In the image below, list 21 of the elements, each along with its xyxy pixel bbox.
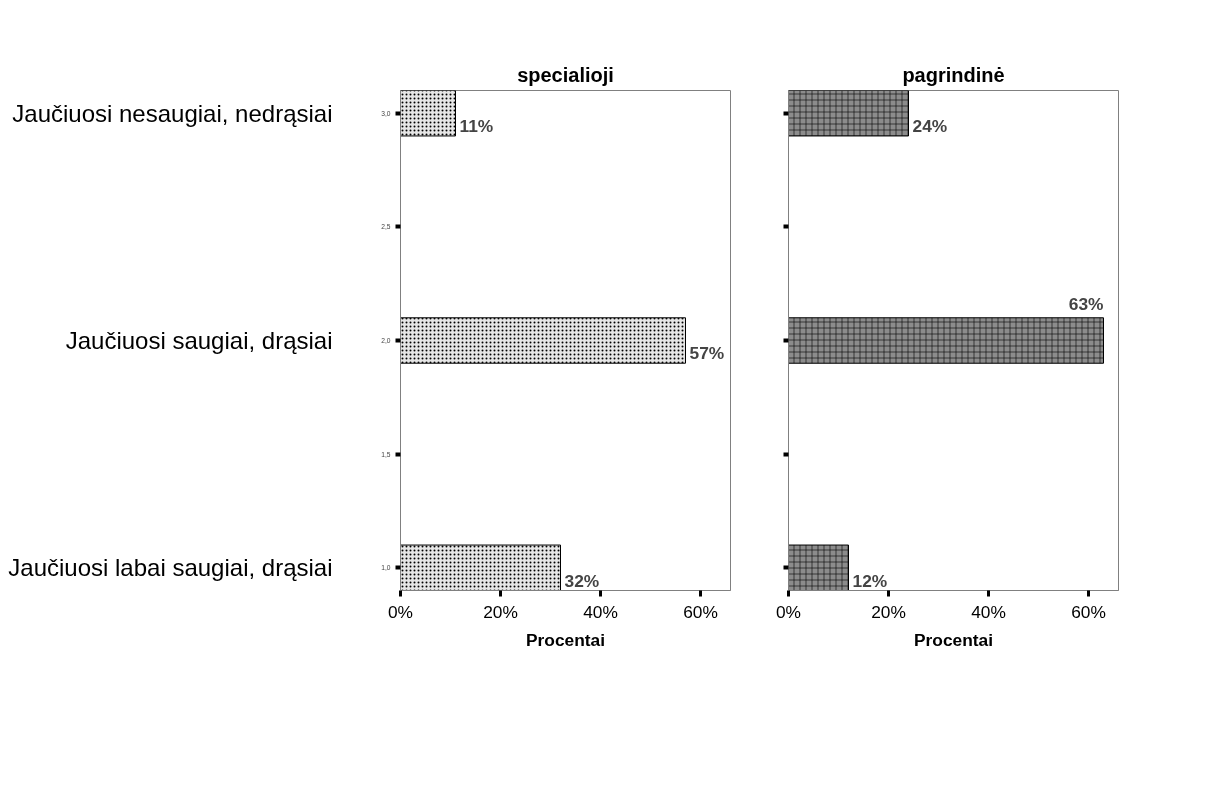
data-label: 32%: [564, 570, 600, 591]
data-label: 12%: [852, 570, 888, 591]
chart-title: specialioji: [517, 63, 614, 86]
x-tick-label: 60%: [1071, 601, 1106, 622]
x-tick-label: 20%: [871, 601, 906, 622]
x-axis-title: Procentai: [526, 629, 605, 650]
y-tick-label: Jaučiuosi nesaugiai, nedrąsiai: [12, 99, 333, 127]
data-label: 63%: [1068, 293, 1104, 314]
data-label: 11%: [459, 115, 494, 136]
x-tick-label: 0%: [775, 601, 802, 622]
x-tick-label: 40%: [971, 601, 1006, 622]
x-tick-label: 20%: [483, 601, 518, 622]
data-label: 57%: [689, 343, 725, 364]
chart-title: pagrindinė: [902, 63, 1005, 86]
y-tick-label: Jaučiuosi saugiai, drąsiai: [65, 327, 333, 354]
x-tick-label: 0%: [387, 601, 414, 622]
data-label: 24%: [912, 115, 948, 136]
x-tick-label: 40%: [583, 601, 618, 622]
x-tick-label: 60%: [683, 601, 718, 622]
y-tick-label: Jaučiuosi labai saugiai, drąsiai: [8, 554, 333, 582]
x-axis-title: Procentai: [914, 629, 993, 650]
